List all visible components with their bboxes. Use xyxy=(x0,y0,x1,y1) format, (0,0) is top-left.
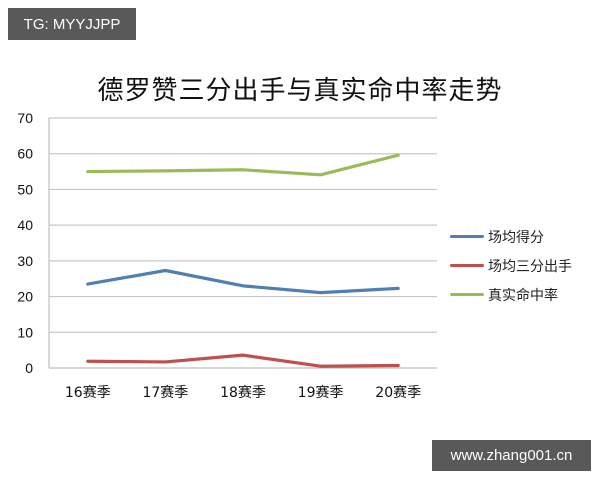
watermark-site: www.zhang001.cn xyxy=(432,440,591,471)
x-tick-label: 19赛季 xyxy=(298,385,344,401)
series-line xyxy=(86,268,400,295)
x-tick-label: 16赛季 xyxy=(65,385,111,401)
x-tick-label: 17赛季 xyxy=(142,385,188,401)
legend-swatch-points xyxy=(450,235,484,238)
chart-title: 德罗赞三分出手与真实命中率走势 xyxy=(97,76,503,106)
gridlines xyxy=(48,117,437,369)
legend-item-points: 场均得分 xyxy=(450,222,572,251)
x-tick-label: 18赛季 xyxy=(220,385,266,401)
legend-swatch-3pa xyxy=(450,264,484,267)
legend-label: 场均得分 xyxy=(488,229,544,246)
legend-label: 真实命中率 xyxy=(488,287,558,304)
legend-item-3pa: 场均三分出手 xyxy=(450,251,572,280)
legend-label: 场均三分出手 xyxy=(488,258,572,275)
y-tick-label: 30 xyxy=(17,253,33,269)
legend-item-ts: 真实命中率 xyxy=(450,280,572,309)
y-axis-ticks: 0 10 20 30 40 50 60 70 xyxy=(17,110,33,376)
y-tick-label: 60 xyxy=(17,146,33,162)
y-tick-label: 70 xyxy=(17,110,33,126)
legend-swatch-ts xyxy=(450,293,484,296)
y-tick-label: 0 xyxy=(25,360,33,376)
legend: 场均得分 场均三分出手 真实命中率 xyxy=(450,222,572,309)
x-axis-ticks: 16赛季 17赛季 18赛季 19赛季 20赛季 xyxy=(65,385,421,401)
y-tick-label: 40 xyxy=(17,217,33,233)
y-tick-label: 50 xyxy=(17,181,33,197)
series-lines xyxy=(86,153,400,368)
x-tick-label: 20赛季 xyxy=(375,385,421,401)
watermark-tg: TG: MYYJJPP xyxy=(8,8,136,40)
series-line xyxy=(86,153,400,177)
y-tick-label: 10 xyxy=(17,324,33,340)
y-tick-label: 20 xyxy=(17,289,33,305)
series-line xyxy=(86,353,400,368)
